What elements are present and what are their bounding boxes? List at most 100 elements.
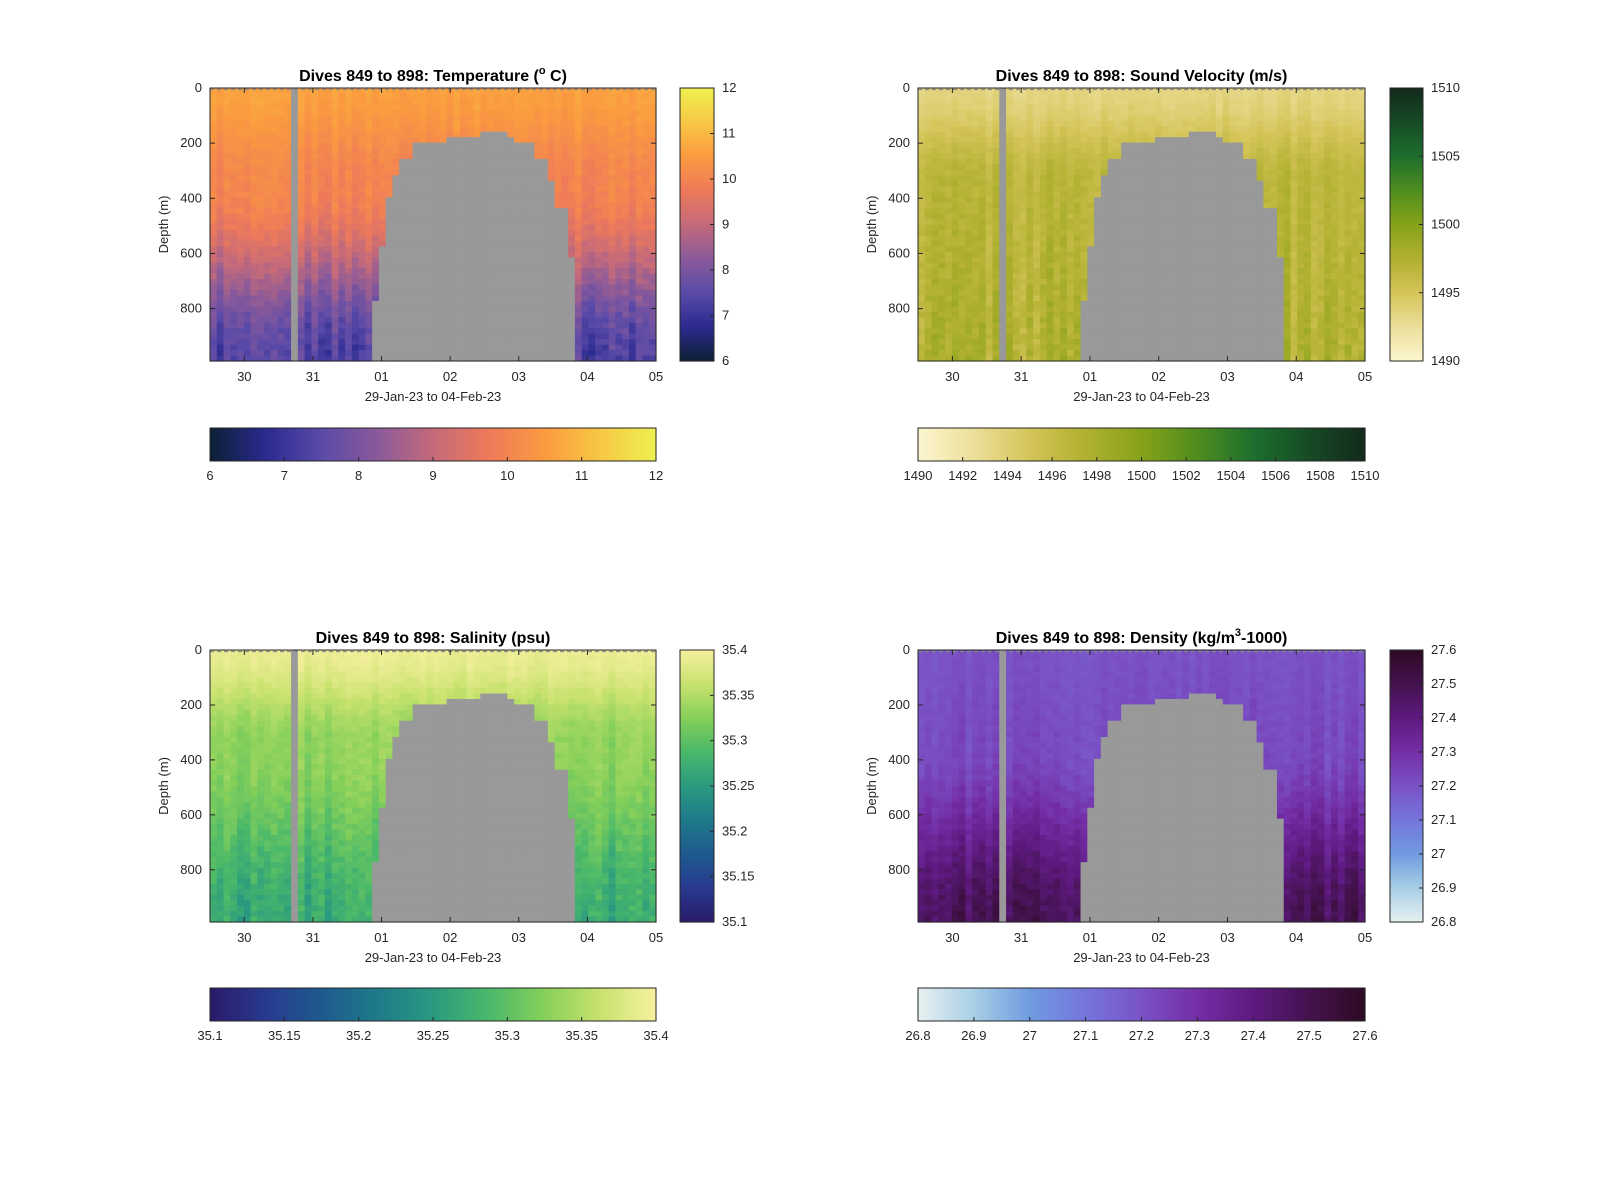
heatmap-cell [210, 300, 218, 307]
heatmap-cell [291, 235, 299, 242]
heatmap-cell [412, 186, 421, 193]
heatmap-cell [426, 262, 434, 269]
heatmap-cell [588, 88, 596, 95]
colorbar-band [680, 229, 714, 232]
heatmap-cell [601, 279, 610, 286]
heatmap-cell [978, 229, 987, 237]
heatmap-cell [649, 93, 657, 100]
heatmap-cell [635, 153, 644, 160]
heatmap-cell [931, 268, 939, 275]
heatmap-cell [1060, 126, 1068, 133]
heatmap-cell [419, 300, 427, 307]
heatmap-cell [473, 262, 481, 269]
heatmap-cell [958, 202, 967, 209]
heatmap-cell [601, 202, 610, 209]
heatmap-cell [210, 311, 218, 318]
heatmap-cell [250, 115, 258, 122]
heatmap-cell [595, 279, 603, 286]
heatmap-cell [338, 355, 346, 362]
heatmap-cell [945, 251, 953, 258]
heatmap-cell [297, 175, 306, 182]
heatmap-cell [1033, 224, 1041, 231]
heatmap-cell [588, 235, 596, 242]
heatmap-cell [311, 137, 319, 144]
heatmap-cell [433, 311, 441, 318]
heatmap-cell [588, 115, 596, 122]
heatmap-cell [608, 322, 617, 329]
heatmap-cell [635, 262, 644, 269]
heatmap-cell [1046, 98, 1055, 105]
heatmap-cell [1053, 317, 1061, 324]
heatmap-cell [399, 251, 407, 258]
heatmap-cell [230, 328, 238, 335]
heatmap-cell [1026, 279, 1034, 286]
heatmap-cell [958, 317, 967, 324]
heatmap-cell [480, 262, 488, 269]
heatmap-cell [595, 355, 603, 362]
heatmap-cell [1067, 120, 1075, 127]
heatmap-cell [601, 153, 610, 160]
heatmap-cell [945, 98, 953, 105]
heatmap-cell [965, 290, 973, 297]
heatmap-cell [527, 93, 535, 100]
heatmap-cell [581, 208, 590, 215]
heatmap-cell [412, 328, 421, 335]
heatmap-cell [1026, 273, 1034, 280]
heatmap-cell [514, 251, 522, 258]
colorbar-band [680, 285, 714, 289]
heatmap-cell [985, 148, 994, 155]
heatmap-cell [257, 229, 265, 237]
heatmap-cell [608, 93, 617, 100]
heatmap-cell [1073, 115, 1082, 122]
heatmap-cell [439, 224, 448, 231]
heatmap-cell [1067, 88, 1075, 95]
heatmap-cell [460, 164, 468, 171]
colorbar-band [314, 428, 319, 461]
heatmap-cell [1060, 186, 1068, 193]
heatmap-cell [1073, 295, 1082, 302]
heatmap-cell [985, 208, 994, 215]
heatmap-cell [318, 120, 326, 127]
heatmap-cell [1073, 284, 1082, 291]
heatmap-cell [358, 169, 367, 176]
heatmap-cell [622, 290, 630, 297]
heatmap-cell [635, 224, 644, 231]
heatmap-cell [365, 273, 373, 280]
heatmap-cell [1073, 148, 1082, 155]
heatmap-cell [561, 88, 569, 95]
heatmap-cell [554, 240, 562, 247]
heatmap-cell [507, 142, 515, 149]
heatmap-cell [500, 164, 508, 171]
heatmap-cell [365, 229, 373, 237]
heatmap-cell [372, 328, 380, 335]
heatmap-cell [924, 153, 933, 160]
colorbar-band [429, 428, 434, 461]
heatmap-cell [568, 169, 576, 176]
heatmap-cell [918, 202, 926, 209]
heatmap-cell [931, 262, 939, 269]
heatmap-cell [514, 350, 522, 357]
heatmap-cell [1026, 284, 1034, 291]
heatmap-cell [372, 322, 380, 329]
heatmap-cell [223, 262, 231, 269]
heatmap-cell [601, 235, 610, 242]
heatmap-cell [230, 235, 238, 242]
heatmap-cell [230, 175, 238, 182]
heatmap-cell [507, 137, 515, 144]
heatmap-cell [958, 268, 967, 275]
heatmap-cell [1060, 88, 1068, 95]
heatmap-cell [345, 306, 353, 313]
heatmap-cell [331, 262, 339, 269]
heatmap-cell [595, 333, 603, 340]
heatmap-cell [446, 306, 454, 313]
heatmap-cell [358, 333, 367, 340]
heatmap-cell [1087, 109, 1095, 116]
heatmap-cell [210, 115, 218, 122]
heatmap-cell [1094, 224, 1102, 231]
heatmap-cell [615, 333, 623, 340]
heatmap-cell [1033, 208, 1041, 215]
heatmap-cell [561, 300, 569, 307]
heatmap-cell [378, 350, 387, 357]
heatmap-cell [405, 268, 414, 275]
heatmap-cell [378, 208, 387, 215]
